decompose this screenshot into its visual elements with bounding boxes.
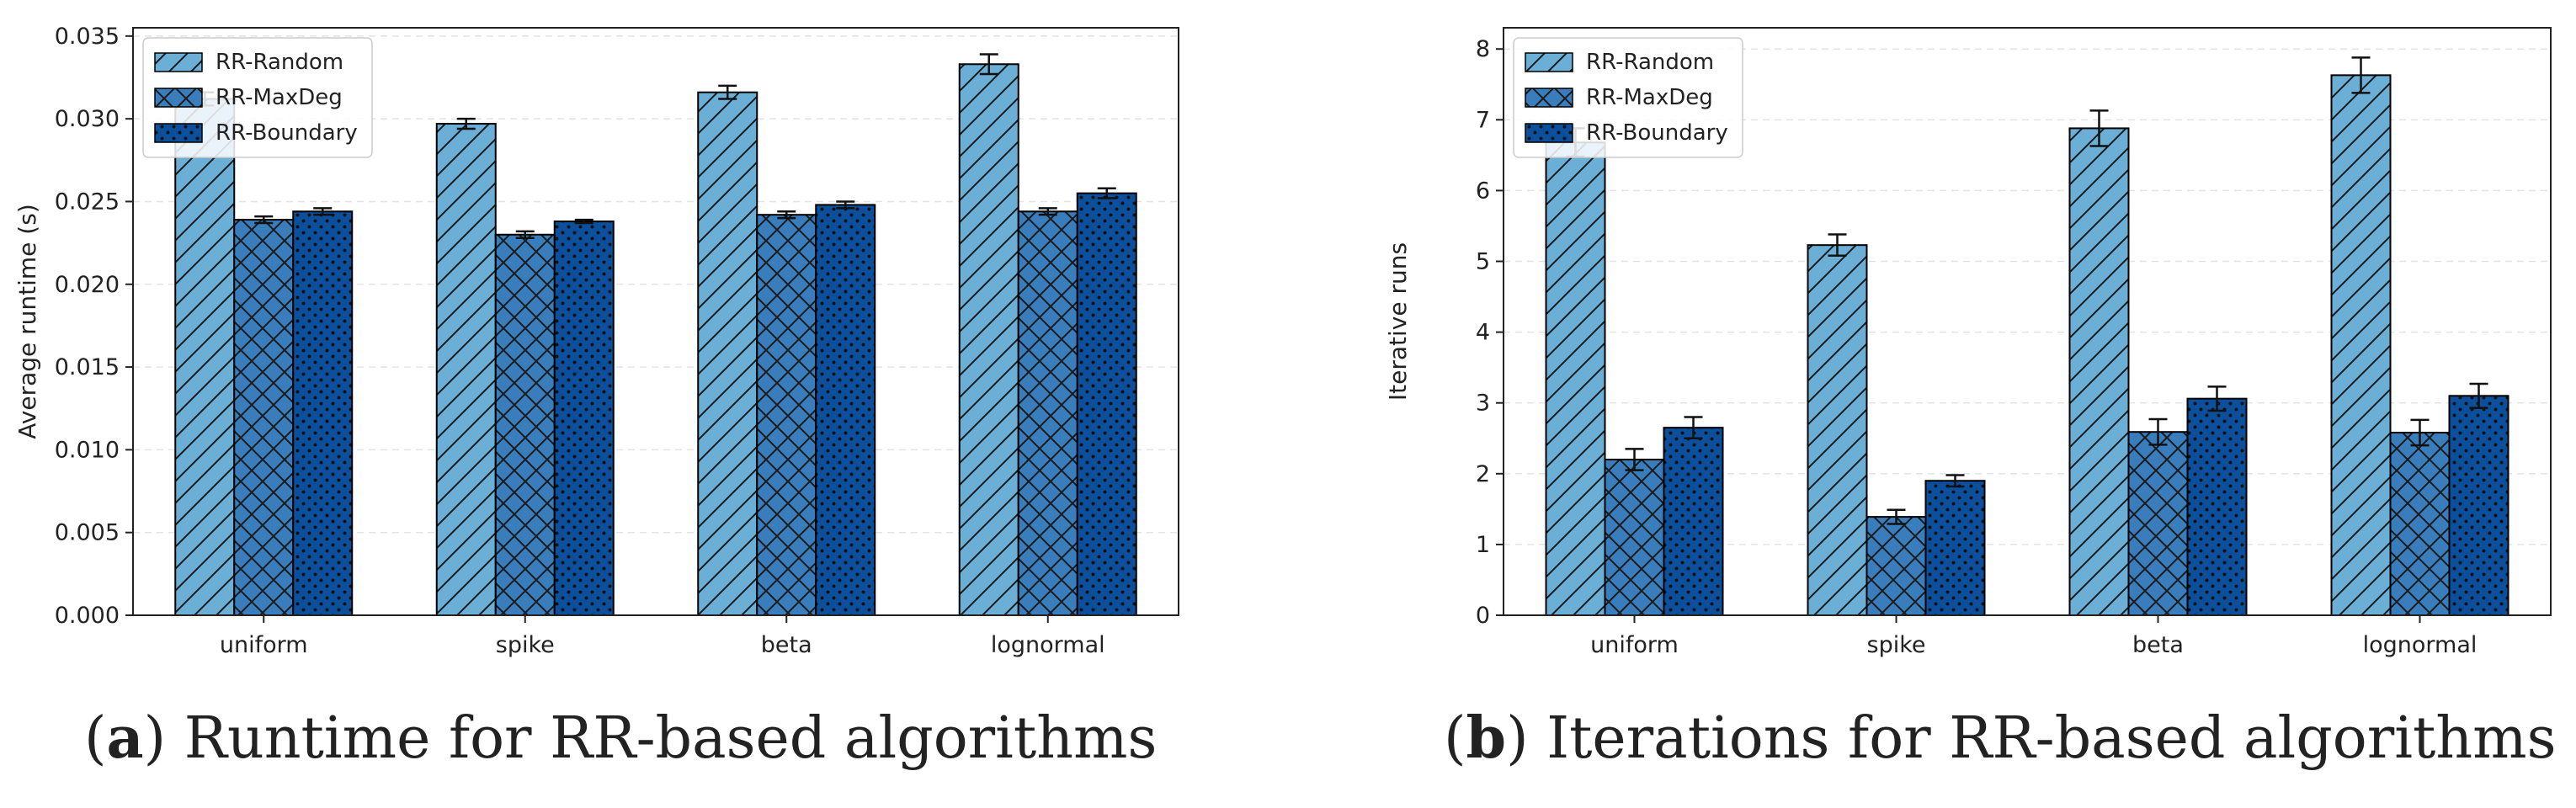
panel-b-bar-rr-boundary-lognormal (2448, 395, 2509, 616)
panel-a-bar-rr-boundary-lognormal (1076, 192, 1137, 616)
panel-a-x-tick-label-beta: beta (761, 632, 812, 658)
panel-b-bar-rr-maxdeg-lognormal (2389, 432, 2451, 616)
panel-b-y-tick-label: 3 (1476, 391, 1490, 417)
panel-a-y-tick-label: 0.015 (55, 354, 120, 380)
panel-a-bar-rr-random-beta (697, 91, 758, 616)
panel-b-y-axis: 0 1 2 3 4 5 6 7 8 (1476, 36, 1504, 629)
panel-b-bar-rr-boundary-uniform (1663, 427, 1724, 617)
panel-b-bar-rr-random-lognormal (2330, 74, 2392, 616)
panel-b-y-tick-label: 6 (1476, 178, 1490, 204)
panel-a-y-tick-label: 0.010 (55, 437, 120, 463)
panel-a-x-tick-label-uniform: uniform (220, 632, 308, 658)
panel-a-legend-label-rr-boundary: RR-Boundary (216, 120, 358, 146)
panel-b-bar-rr-maxdeg-spike (1865, 516, 1927, 616)
panel-a-legend-swatch-rr-random (154, 52, 203, 72)
panel-a-caption-letter: a (107, 704, 144, 772)
panel-a-legend-label-rr-maxdeg: RR-MaxDeg (216, 85, 343, 110)
panel-b-bar-rr-boundary-spike (1924, 480, 1986, 616)
panel-a-caption-text: Runtime for RR-based algorithms (166, 705, 1157, 772)
panel-a-y-axis: 0.000 0.005 0.010 0.015 0.020 0.025 0.030 0.035 (55, 24, 133, 629)
panel-b-legend: RR-Random RR-MaxDeg RR-Boundary (1513, 37, 1743, 158)
panel-a-legend-label-rr-random: RR-Random (216, 50, 343, 75)
panel-b-y-tick-label: 1 (1476, 532, 1490, 558)
panel-a-y-axis-label: Average runtime (s) (13, 204, 41, 439)
panel-b-caption-text: Iterations for RR-based algorithms (1529, 705, 2557, 772)
panel-b-x-tick-label-lognormal: lognormal (2363, 632, 2478, 658)
panel-b-plot-frame (1503, 27, 2552, 616)
panel-a-x-axis: uniform spike beta lognormal (220, 615, 1105, 658)
panel-b-y-tick-label: 7 (1476, 107, 1490, 133)
panel-b-y-tick-label: 2 (1476, 461, 1490, 487)
panel-b-legend-swatch-rr-random (1525, 52, 1573, 72)
panel-a-x-tick-label-spike: spike (496, 632, 555, 658)
panel-a-bar-rr-maxdeg-beta (756, 214, 817, 617)
panel-a-bar-rr-maxdeg-lognormal (1017, 210, 1078, 616)
panel-a-legend-swatch-rr-boundary (154, 123, 203, 143)
panel-a-bar-rr-random-spike (435, 123, 497, 617)
panel-b-x-tick-label-spike: spike (1867, 632, 1926, 658)
panel-a-y-tick-label: 0.035 (55, 24, 120, 50)
panel-a-x-tick-label-lognormal: lognormal (991, 632, 1105, 658)
panel-b-error-bars (1566, 56, 2488, 525)
panel-b-bar-rr-random-spike (1807, 244, 1868, 616)
panel-a-y-tick-label: 0.030 (55, 106, 120, 132)
panel-b-bar-rr-boundary-beta (2186, 397, 2248, 616)
panel-a-bar-rr-random-uniform (174, 98, 236, 616)
panel-b-legend-label-rr-random: RR-Random (1586, 50, 1714, 75)
panel-a-bar-rr-boundary-uniform (292, 210, 354, 616)
panel-b-legend-swatch-rr-boundary (1525, 123, 1573, 143)
panel-a-caption: (a) Runtime for RR-based algorithms (84, 704, 1157, 772)
panel-b-legend-label-rr-maxdeg: RR-MaxDeg (1586, 85, 1713, 110)
panel-b-y-tick-label: 0 (1476, 603, 1490, 629)
panel-a-bar-rr-random-lognormal (958, 63, 1019, 616)
panel-a-plot-frame (132, 27, 1179, 616)
panel-a-bar-rr-boundary-beta (815, 204, 876, 617)
panel-a-y-tick-label: 0.000 (55, 603, 120, 629)
panel-a-bar-rr-boundary-spike (553, 221, 615, 616)
panel-a-legend: RR-Random RR-MaxDeg RR-Boundary (142, 37, 373, 158)
panel-b-bar-rr-random-beta (2068, 127, 2130, 616)
panel-b-y-tick-label: 4 (1476, 320, 1490, 346)
panel-b-bar-rr-maxdeg-beta (2127, 431, 2189, 616)
panel-a-bar-rr-maxdeg-spike (494, 233, 556, 616)
panel-b-y-tick-label: 8 (1476, 36, 1490, 62)
panel-b-bar-rr-maxdeg-uniform (1604, 458, 1665, 617)
panel-b-bar-rr-random-uniform (1545, 141, 1606, 616)
panel-b-iterations-chart: 0 1 2 3 4 5 6 7 8 uniform spike beta lognormal Iter… (1384, 27, 2557, 772)
panel-b-x-axis: uniform spike beta lognormal (1590, 615, 2477, 658)
panel-a-y-tick-label: 0.025 (55, 189, 120, 215)
panel-a-y-tick-label: 0.020 (55, 272, 120, 298)
panel-b-legend-label-rr-boundary: RR-Boundary (1586, 120, 1728, 146)
panel-b-x-tick-label-uniform: uniform (1590, 632, 1679, 658)
panel-b-x-tick-label-beta: beta (2132, 632, 2184, 658)
panel-b-legend-swatch-rr-maxdeg (1525, 88, 1573, 108)
panel-a-legend-swatch-rr-maxdeg (154, 88, 203, 108)
panel-b-y-axis-label: Iterative runs (1384, 242, 1412, 401)
panel-a-bars (174, 63, 1137, 617)
panel-a-y-tick-label: 0.005 (55, 520, 120, 546)
panel-a-runtime-chart: 0.000 0.005 0.010 0.015 0.020 0.025 0.030 0.035… (13, 24, 1179, 772)
panel-a-bar-rr-maxdeg-uniform (233, 219, 295, 616)
panel-a-gridlines (133, 35, 1179, 534)
panel-b-caption: (b) Iterations for RR-based algorithms (1444, 704, 2557, 772)
panel-b-caption-letter: b (1466, 704, 1507, 772)
panel-b-y-tick-label: 5 (1476, 249, 1490, 275)
